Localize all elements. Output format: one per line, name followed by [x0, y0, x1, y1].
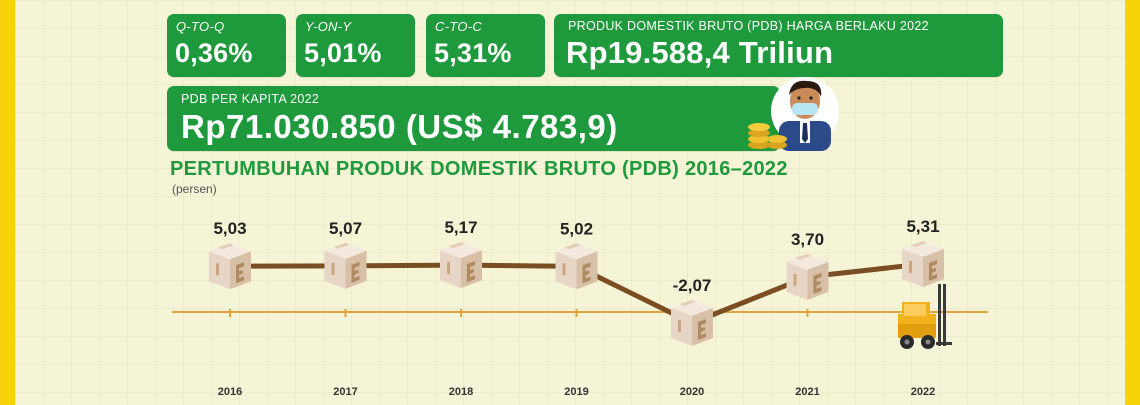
value-label: 5,07 [329, 219, 362, 238]
card-pdb-per-kapita: PDB PER KAPITA 2022 Rp71.030.850 (US$ 4.… [167, 86, 780, 151]
data-point-box [786, 253, 829, 300]
frame-right-border [1125, 0, 1140, 405]
value-label: 3,70 [791, 230, 824, 249]
card-pdb-label: PRODUK DOMESTIK BRUTO (PDB) HARGA BERLAK… [568, 19, 929, 33]
card-y-on-y-label: Y-ON-Y [305, 19, 352, 34]
x-tick-label: 2017 [333, 386, 357, 398]
card-y-on-y-value: 5,01% [304, 38, 382, 68]
card-c-to-c-value: 5,31% [434, 38, 512, 68]
card-y-on-y: Y-ON-Y 5,01% [296, 14, 415, 77]
value-label: 5,02 [560, 219, 593, 238]
data-point-box [209, 243, 251, 290]
card-q-to-q: Q-TO-Q 0,36% [167, 14, 286, 77]
x-tick-label: 2019 [564, 386, 588, 398]
x-tick-label: 2016 [218, 386, 242, 398]
x-tick-label: 2021 [795, 386, 819, 398]
data-point-box [902, 241, 944, 287]
card-per-kapita-value: Rp71.030.850 (US$ 4.783,9) [181, 108, 618, 145]
chart-title: PERTUMBUHAN PRODUK DOMESTIK BRUTO (PDB) … [170, 158, 788, 180]
card-pdb-harga-berlaku: PRODUK DOMESTIK BRUTO (PDB) HARGA BERLAK… [554, 14, 1003, 77]
data-point-box [440, 242, 482, 289]
value-label: 5,31 [906, 217, 939, 236]
x-tick-label: 2018 [449, 386, 473, 398]
masked-man-with-coins-icon [748, 77, 839, 151]
data-point-box [324, 242, 367, 289]
card-c-to-c-label: C-TO-C [435, 19, 483, 34]
x-tick-label: 2022 [911, 386, 935, 398]
value-label: 5,03 [213, 219, 246, 238]
value-label: -2,07 [673, 276, 712, 295]
card-per-kapita-label: PDB PER KAPITA 2022 [181, 92, 320, 106]
card-c-to-c: C-TO-C 5,31% [426, 14, 545, 77]
chart-unit-label: (persen) [172, 182, 217, 196]
data-point-box [671, 300, 713, 346]
card-pdb-value: Rp19.588,4 Triliun [566, 35, 834, 70]
forklift-icon [898, 284, 952, 349]
value-label: 5,17 [444, 218, 477, 237]
card-q-to-q-label: Q-TO-Q [176, 19, 225, 34]
x-tick-label: 2020 [680, 386, 704, 398]
frame-left-border [0, 0, 15, 405]
card-q-to-q-value: 0,36% [175, 38, 253, 68]
data-point-box [555, 243, 598, 290]
